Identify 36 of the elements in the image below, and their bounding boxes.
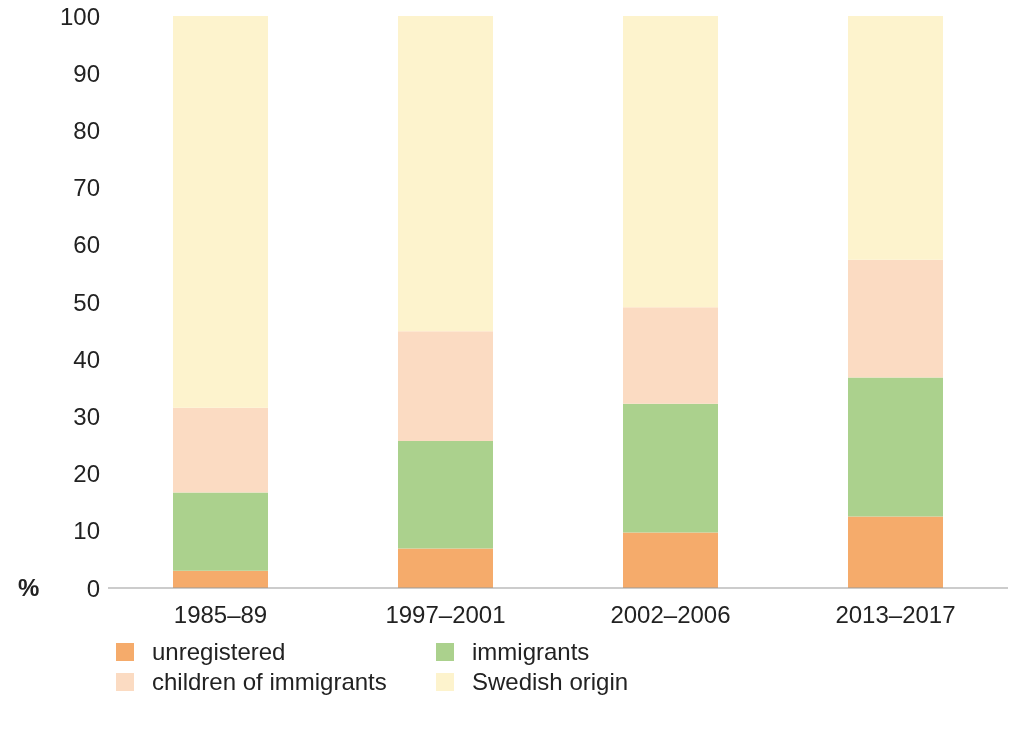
y-tick-label: 90 [73,59,100,87]
x-tick-label: 2013–2017 [835,601,956,629]
bar [848,259,943,378]
legend-label: unregistered [152,638,286,666]
y-tick-label: 70 [73,174,100,202]
legend-label: immigrants [472,638,590,666]
y-tick-label: 20 [73,460,100,488]
bar [623,532,718,588]
y-tick-label: 10 [73,517,100,545]
legend-label: children of immigrants [152,668,387,696]
y-tick-label: 60 [73,231,100,259]
bar [398,548,493,588]
bar [173,16,268,408]
bar [848,377,943,517]
x-tick-label: 1985–89 [173,601,268,629]
bar [173,492,268,571]
y-axis-title: % [18,574,40,601]
x-tick-label: 1997–2001 [385,601,506,629]
y-tick-label: 100 [59,2,100,30]
bar [623,16,718,308]
bar [623,403,718,533]
legend-label: Swedish origin [472,668,629,696]
bar [398,441,493,549]
bar [623,307,718,404]
y-tick-label: 0 [86,574,100,602]
bar [848,516,943,588]
bar [398,331,493,441]
y-tick-label: 30 [73,402,100,430]
y-tick-label: 40 [73,345,100,373]
bar [173,570,268,588]
bar [173,407,268,493]
y-tick-label: 80 [73,116,100,144]
bar [398,16,493,332]
x-tick-label: 2002–2006 [610,601,731,629]
bar [848,16,943,260]
y-tick-label: 50 [73,288,100,316]
